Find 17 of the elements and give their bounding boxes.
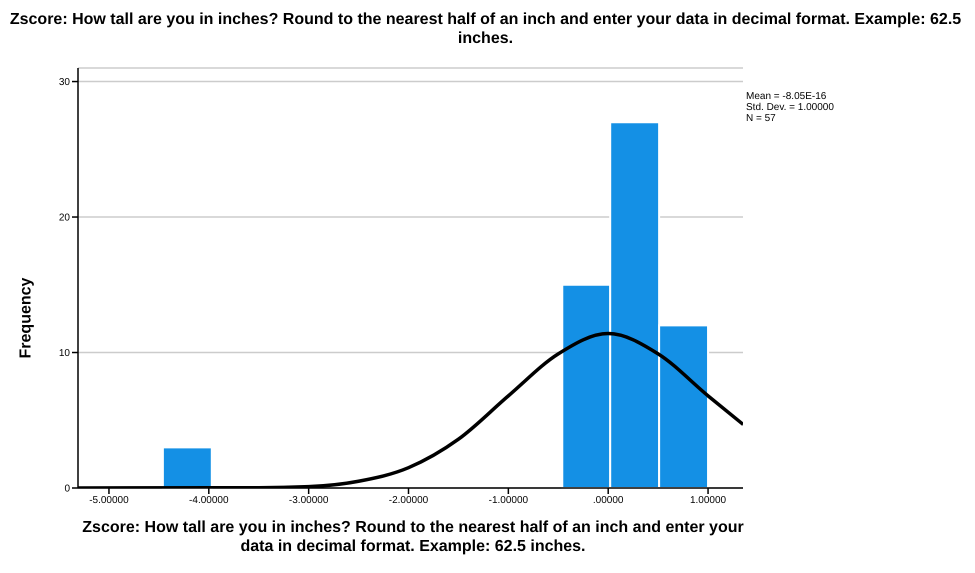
x-tick-label: -2.00000 — [388, 495, 429, 506]
x-tick-label: 1.00000 — [690, 495, 727, 506]
text: Std. Dev. = 1.00000 — [746, 102, 834, 113]
x-tick-label: .00000 — [592, 495, 624, 506]
x-tick-label: -1.00000 — [488, 495, 529, 506]
y-tick-label: 20 — [58, 212, 70, 224]
x-axis-title: Zscore: How tall are you in inches? Round to the nearest half of an inch and enter your data in decimal format. Example: 62.5 inches. — [81, 518, 745, 556]
x-tick-label: -3.00000 — [288, 495, 329, 506]
y-tick-label: 0 — [64, 484, 70, 495]
x-tick-label: -5.00000 — [89, 495, 130, 506]
y-tick-label: 30 — [58, 77, 70, 88]
x-tick-label: -4.00000 — [189, 495, 229, 506]
text: Mean = -8.05E-16 — [746, 91, 828, 102]
text: N = 57 — [746, 113, 777, 124]
y-tick-label: 10 — [58, 348, 70, 360]
y-axis-title: Frequency — [17, 278, 35, 358]
chart-title: Zscore: How tall are you in inches? Round to the nearest half of an inch and enter your data in decimal format. Example: 62.5 inches. — [8, 10, 962, 48]
